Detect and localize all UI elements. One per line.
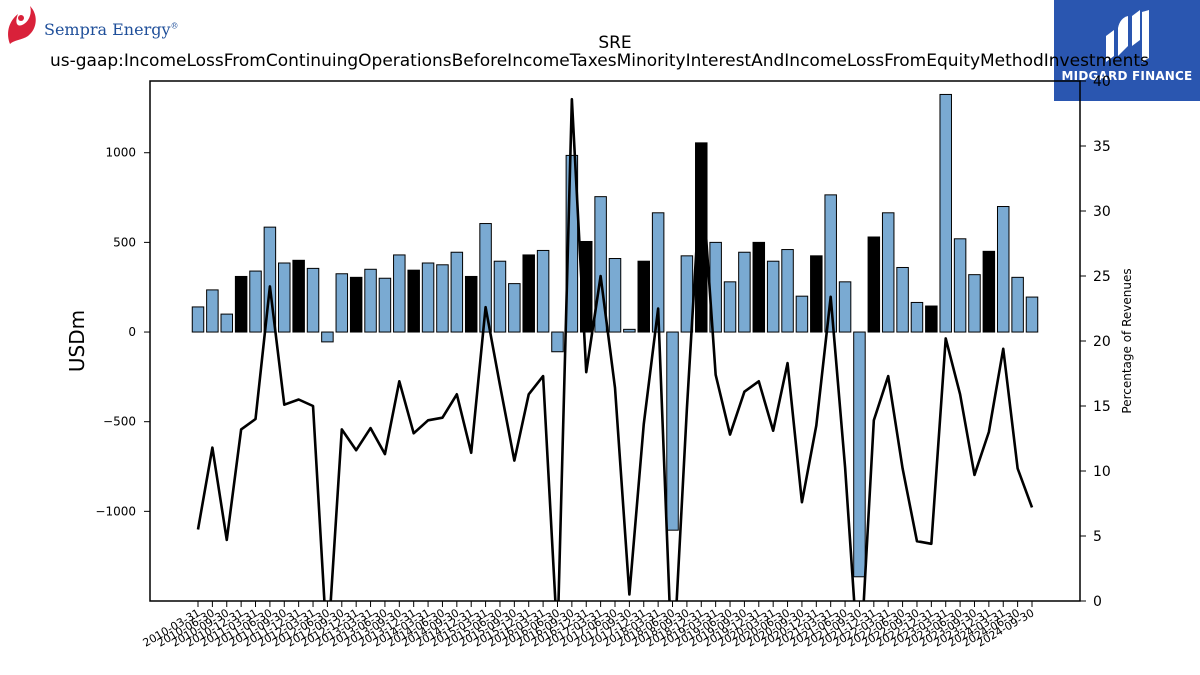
y2-tick-label: 5 xyxy=(1093,529,1102,545)
bar xyxy=(551,331,564,353)
bar xyxy=(421,262,435,333)
y-tick-label: −1000 xyxy=(95,504,136,518)
bar xyxy=(766,260,780,333)
bar xyxy=(608,258,622,333)
bar xyxy=(867,236,881,333)
bar xyxy=(953,238,967,333)
bar xyxy=(982,250,996,333)
bar xyxy=(1011,276,1024,333)
bar xyxy=(752,241,766,333)
bar xyxy=(479,223,492,333)
bar xyxy=(536,249,550,333)
bar xyxy=(1025,296,1039,333)
bar xyxy=(565,154,579,333)
bar xyxy=(666,331,679,531)
bar xyxy=(206,289,219,333)
bar xyxy=(220,313,234,333)
bar xyxy=(810,255,823,333)
bar xyxy=(335,273,349,333)
y-tick-label: 0 xyxy=(128,325,136,339)
bar xyxy=(896,266,909,333)
bar xyxy=(522,254,535,333)
line-series xyxy=(196,97,1034,601)
bar xyxy=(508,283,521,333)
bar xyxy=(910,301,924,333)
y2-tick-label: 40 xyxy=(1093,74,1111,90)
bar xyxy=(234,275,248,333)
bar xyxy=(637,260,651,333)
y2-tick-label: 35 xyxy=(1093,139,1111,155)
y2-tick-label: 25 xyxy=(1093,269,1111,285)
bar xyxy=(838,281,852,333)
midgard-monogram-icon xyxy=(1106,10,1149,62)
bar xyxy=(925,305,938,333)
bar xyxy=(939,93,952,333)
chart-title: SRE xyxy=(598,33,632,53)
bar xyxy=(723,281,737,333)
sempra-logo: Sempra Energy® xyxy=(4,4,179,46)
bar xyxy=(278,262,291,333)
sempra-logo-wordmark: Sempra Energy xyxy=(44,20,171,39)
midgard-logo-text: MIDGARD FINANCE xyxy=(1061,69,1193,83)
sempra-logo-registered-mark: ® xyxy=(170,21,179,31)
y-axis-label: USDm xyxy=(65,310,89,372)
percentage-line xyxy=(196,97,1034,601)
bar xyxy=(968,274,981,333)
bar xyxy=(191,306,205,333)
y2-tick-label: 30 xyxy=(1093,204,1111,220)
y2-tick-label: 0 xyxy=(1093,594,1102,610)
y2-tick-label: 10 xyxy=(1093,464,1111,480)
bar xyxy=(623,328,636,333)
y-tick-label: 500 xyxy=(113,235,136,249)
bar-series xyxy=(191,93,1039,578)
bar xyxy=(407,269,420,333)
midgard-finance-logo: MIDGARD FINANCE xyxy=(1054,0,1200,101)
bar xyxy=(249,270,262,333)
bar xyxy=(996,206,1010,333)
bar xyxy=(450,251,464,333)
y2-tick-label: 20 xyxy=(1093,334,1111,350)
bar xyxy=(464,275,478,333)
bar xyxy=(881,212,895,333)
bar xyxy=(321,331,334,343)
y-tick-label: 1000 xyxy=(105,146,136,160)
bar xyxy=(436,264,449,333)
bar xyxy=(594,196,607,333)
bar xyxy=(781,249,794,333)
bar xyxy=(824,194,837,333)
bar xyxy=(738,251,751,333)
sempra-flame-icon xyxy=(8,6,36,44)
bar xyxy=(364,268,377,333)
bar xyxy=(393,254,406,333)
chart-subtitle: us-gaap:IncomeLossFromContinuingOperatio… xyxy=(50,51,1149,71)
bar xyxy=(853,331,866,578)
bar xyxy=(349,276,363,333)
sempra-logo-text: Sempra Energy® xyxy=(44,20,179,39)
bar xyxy=(795,295,809,333)
y2-axis-label: Percentage of Revenues xyxy=(1120,268,1134,413)
y-tick-label: −500 xyxy=(103,415,136,429)
bar xyxy=(292,259,305,333)
y2-tick-label: 15 xyxy=(1093,399,1111,415)
bar xyxy=(306,267,320,333)
bar xyxy=(378,277,392,333)
bar xyxy=(493,260,507,333)
bar xyxy=(263,226,277,333)
